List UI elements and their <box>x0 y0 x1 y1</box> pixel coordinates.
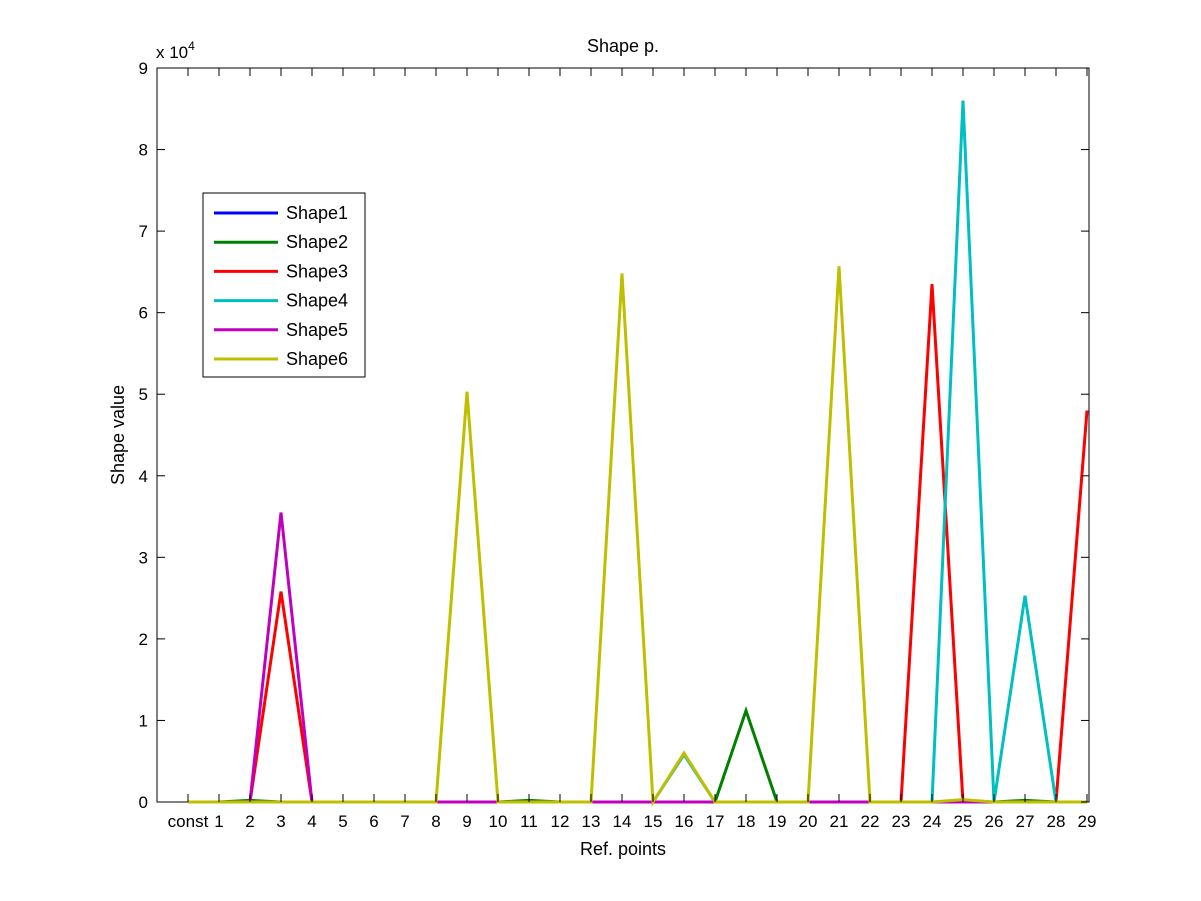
x-tick-label: 1 <box>214 812 223 831</box>
x-tick-label: 17 <box>706 812 725 831</box>
x-tick-label: 13 <box>582 812 601 831</box>
x-tick-label: 15 <box>644 812 663 831</box>
x-tick-label: 28 <box>1047 812 1066 831</box>
x-tick-label: 3 <box>276 812 285 831</box>
series-layer <box>188 100 1089 807</box>
x-tick-label: 27 <box>1016 812 1035 831</box>
y-tick-label: 9 <box>139 59 148 78</box>
x-tick-label: 23 <box>892 812 911 831</box>
x-tick-label: 6 <box>369 812 378 831</box>
x-tick-label: 16 <box>675 812 694 831</box>
x-tick-label: 11 <box>520 812 538 831</box>
y-exponent-label: x 104 <box>156 39 195 62</box>
x-tick-label: 18 <box>737 812 756 831</box>
x-tick-label: 24 <box>923 812 942 831</box>
x-tick-label: const <box>168 812 209 831</box>
x-axis-title: Ref. points <box>580 839 666 859</box>
x-tick-label: 19 <box>768 812 787 831</box>
legend-label-shape3: Shape3 <box>286 261 348 281</box>
legend-label-shape4: Shape4 <box>286 291 348 311</box>
x-tick-label: 5 <box>338 812 347 831</box>
y-tick-label: 3 <box>139 548 148 567</box>
y-tick-label: 1 <box>139 711 148 730</box>
x-tick-label: 10 <box>489 812 508 831</box>
x-tick-label: 22 <box>861 812 880 831</box>
x-tick-label: 2 <box>245 812 254 831</box>
x-tick-label: 25 <box>954 812 973 831</box>
legend-label-shape5: Shape5 <box>286 320 348 340</box>
x-tick-label: 26 <box>985 812 1004 831</box>
y-exponent-power: 4 <box>188 39 195 53</box>
legend: Shape1 Shape2 Shape3 Shape4 Shape5 Shape6 <box>202 192 366 378</box>
x-tick-label: 14 <box>613 812 632 831</box>
x-tick-label: 29 <box>1078 812 1097 831</box>
plot-frame <box>156 67 1090 803</box>
legend-label-shape1: Shape1 <box>286 203 348 223</box>
y-exponent-base: x 10 <box>156 43 188 62</box>
x-tick-label: 8 <box>431 812 440 831</box>
y-tick-label: 0 <box>139 793 148 812</box>
y-tick-label: 8 <box>139 141 148 160</box>
x-tick-label: 4 <box>307 812 316 831</box>
x-tick-label: 21 <box>830 812 849 831</box>
y-tick-label: 7 <box>139 222 148 241</box>
x-tick-label: 20 <box>799 812 818 831</box>
x-axis-ticks: const 1 2 3 4 5 6 7 8 9 10 11 12 13 14 15 16 17 18 19 20 21 22… <box>168 68 1097 831</box>
series-line-shape6 <box>188 266 1087 807</box>
y-axis-title: Shape value <box>108 385 128 485</box>
plot-area <box>156 67 1090 803</box>
legend-label-shape6: Shape6 <box>286 349 348 369</box>
x-tick-label: 12 <box>551 812 570 831</box>
x-tick-label: 9 <box>462 812 471 831</box>
legend-label-shape2: Shape2 <box>286 232 348 252</box>
x-tick-label: 7 <box>400 812 409 831</box>
y-tick-label: 2 <box>139 630 148 649</box>
y-axis-ticks: 0 1 2 3 4 5 6 7 8 9 <box>139 59 1089 812</box>
chart-title: Shape p. <box>587 36 659 56</box>
y-tick-label: 6 <box>139 304 148 323</box>
y-tick-label: 4 <box>139 467 148 486</box>
legend-box <box>202 192 366 378</box>
y-tick-label: 5 <box>139 385 148 404</box>
